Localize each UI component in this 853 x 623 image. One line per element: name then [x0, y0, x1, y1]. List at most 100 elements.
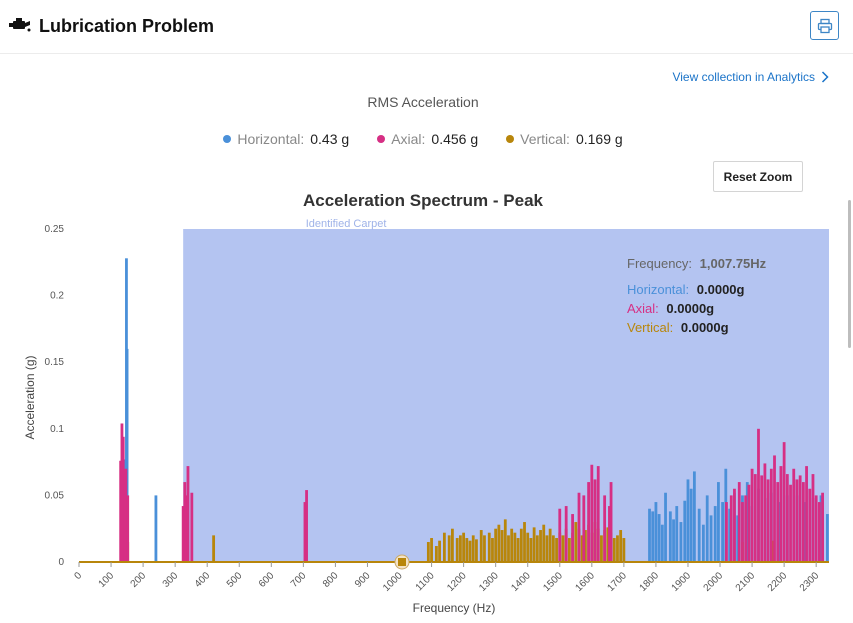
axial-bar	[801, 482, 805, 562]
axial-bar	[186, 466, 190, 562]
axial-bar	[773, 455, 776, 562]
vertical-bar	[450, 528, 454, 562]
x-tick-label: 1800	[638, 570, 662, 594]
axial-bar	[733, 488, 736, 562]
axial-bar	[805, 466, 808, 562]
rms-item-horizontal[interactable]: Horizontal: 0.43 g	[223, 131, 349, 147]
axial-bar	[577, 492, 581, 562]
vertical-bar	[577, 528, 581, 562]
vertical-bar	[535, 535, 539, 562]
axial-dot-icon	[377, 135, 386, 143]
axial-bar	[792, 468, 796, 562]
vertical-bar	[741, 542, 744, 562]
view-analytics-link[interactable]: View collection in Analytics	[672, 70, 829, 84]
horizontal-bar	[777, 502, 781, 562]
vertical-bar	[526, 532, 530, 562]
x-tick-label: 300	[161, 570, 181, 590]
axial-bar	[750, 468, 754, 562]
horizontal-bar	[713, 506, 717, 562]
horizontal-bar	[763, 498, 767, 562]
vertical-bar	[600, 535, 603, 562]
vertical-bar	[606, 527, 610, 562]
x-tick-label: 800	[321, 570, 341, 590]
axial-bar	[181, 506, 185, 562]
vertical-bar	[539, 530, 542, 562]
axial-bar	[747, 484, 751, 562]
horizontal-bar	[803, 502, 807, 562]
horizontal-bar	[819, 495, 823, 562]
x-tick-label: 1400	[509, 570, 533, 594]
svg-text:Vertical: 0.0000g: Vertical: 0.0000g	[627, 320, 729, 335]
horizontal-bar	[741, 495, 744, 562]
vertical-bar	[455, 538, 459, 562]
horizontal-bar	[785, 495, 789, 562]
x-tick-label: 2200	[766, 570, 790, 594]
horizontal-bar	[733, 492, 736, 562]
reset-zoom-button[interactable]: Reset Zoom	[713, 161, 803, 192]
tooltip-frequency-value: 1,007.75Hz	[700, 256, 767, 271]
vertical-bar	[475, 539, 478, 562]
vertical-bar	[497, 524, 501, 562]
horizontal-bar	[683, 500, 687, 562]
vertical-bar	[564, 528, 568, 562]
x-tick-label: 500	[225, 570, 245, 590]
axial-bar	[120, 423, 124, 562]
axial-bar	[590, 464, 594, 562]
vertical-bar	[513, 532, 517, 562]
x-tick-label: 1900	[670, 570, 694, 594]
band-label: Identified Carpet	[306, 218, 387, 230]
print-button[interactable]	[810, 11, 839, 40]
vertical-bar	[529, 538, 533, 562]
page-header: Lubrication Problem	[0, 0, 853, 54]
axial-bar	[119, 460, 123, 562]
printer-icon	[817, 18, 832, 33]
vertical-bar	[516, 538, 520, 562]
vertical-bar	[426, 542, 430, 562]
horizontal-dot-icon	[223, 135, 232, 143]
horizontal-bar	[697, 508, 701, 562]
vertical-bar	[551, 535, 555, 562]
axial-bar	[564, 506, 568, 562]
rms-item-axial[interactable]: Axial: 0.456 g	[377, 131, 478, 147]
horizontal-bar	[651, 511, 655, 562]
x-tick-label: 0	[72, 570, 84, 582]
vertical-bar	[462, 532, 466, 562]
axial-bar	[729, 495, 733, 562]
horizontal-bar	[657, 514, 661, 562]
axial-bar	[808, 488, 812, 562]
horizontal-bar	[648, 508, 651, 562]
hover-marker[interactable]	[397, 558, 406, 566]
vertical-bar	[430, 538, 433, 562]
vertical-bar	[503, 519, 507, 562]
rms-item-vertical[interactable]: Vertical: 0.169 g	[506, 131, 623, 147]
axial-bar	[795, 479, 799, 562]
x-tick-label: 400	[193, 570, 213, 590]
x-tick-label: 900	[353, 570, 373, 590]
rms-axial-value: 0.456 g	[431, 131, 479, 147]
vertical-bar	[459, 535, 462, 562]
tooltip-axial-label: Axial:	[627, 301, 659, 316]
vertical-bar	[434, 546, 438, 562]
axial-bar	[558, 508, 562, 562]
horizontal-bar	[736, 515, 740, 562]
vertical-bar	[483, 535, 486, 562]
x-tick-label: 1100	[414, 570, 437, 593]
x-tick-label: 1500	[541, 570, 565, 594]
identified-carpet-band	[183, 229, 829, 562]
axial-bar	[785, 474, 789, 562]
horizontal-bar	[811, 498, 815, 562]
vertical-bar	[555, 538, 558, 562]
axial-bar	[571, 514, 574, 562]
vertical-bar	[120, 538, 124, 562]
svg-text:Frequency: 1,007.75Hz: Frequency: 1,007.75Hz	[627, 256, 767, 271]
axial-bar	[779, 466, 783, 562]
vertical-dot-icon	[506, 135, 515, 143]
tooltip-horizontal-label: Horizontal:	[627, 282, 689, 297]
axial-bar	[124, 468, 128, 562]
x-tick-label: 1200	[445, 570, 469, 594]
axial-bar	[587, 482, 591, 562]
page-scrollbar[interactable]	[848, 200, 851, 348]
tooltip-horizontal-value: 0.0000g	[697, 282, 745, 297]
vertical-bar	[558, 532, 562, 562]
tooltip-axial-value: 0.0000g	[666, 301, 714, 316]
